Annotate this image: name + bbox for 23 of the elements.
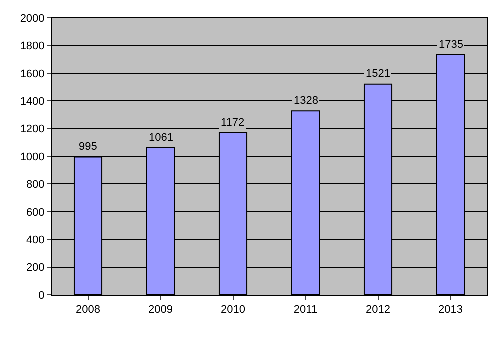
y-tick-label: 1600 (20, 68, 45, 80)
data-label: 1061 (149, 132, 174, 144)
data-label: 1172 (221, 117, 245, 129)
x-tick-label: 2009 (148, 304, 173, 316)
y-tick-label: 1800 (20, 40, 45, 53)
x-tick-label: 2013 (438, 304, 463, 316)
x-tick-label: 2010 (221, 304, 246, 316)
data-label: 995 (79, 141, 98, 153)
x-tick-label: 2012 (366, 304, 390, 316)
x-tick-label: 2008 (76, 304, 100, 316)
y-tick-label: 1400 (20, 96, 45, 108)
data-label: 1521 (366, 68, 390, 80)
y-tick-label: 1000 (20, 151, 45, 164)
y-tick-label: 800 (26, 179, 45, 192)
data-label: 1735 (439, 39, 464, 51)
y-tick-label: 2000 (20, 12, 45, 25)
y-tick-label: 400 (26, 234, 45, 246)
y-tick-label: 0 (38, 290, 45, 302)
y-tick-label: 600 (26, 206, 45, 219)
x-tick-label: 2011 (294, 304, 318, 316)
y-tick-label: 200 (26, 262, 45, 274)
y-tick-label: 1200 (20, 124, 45, 136)
data-label: 1328 (294, 95, 318, 107)
